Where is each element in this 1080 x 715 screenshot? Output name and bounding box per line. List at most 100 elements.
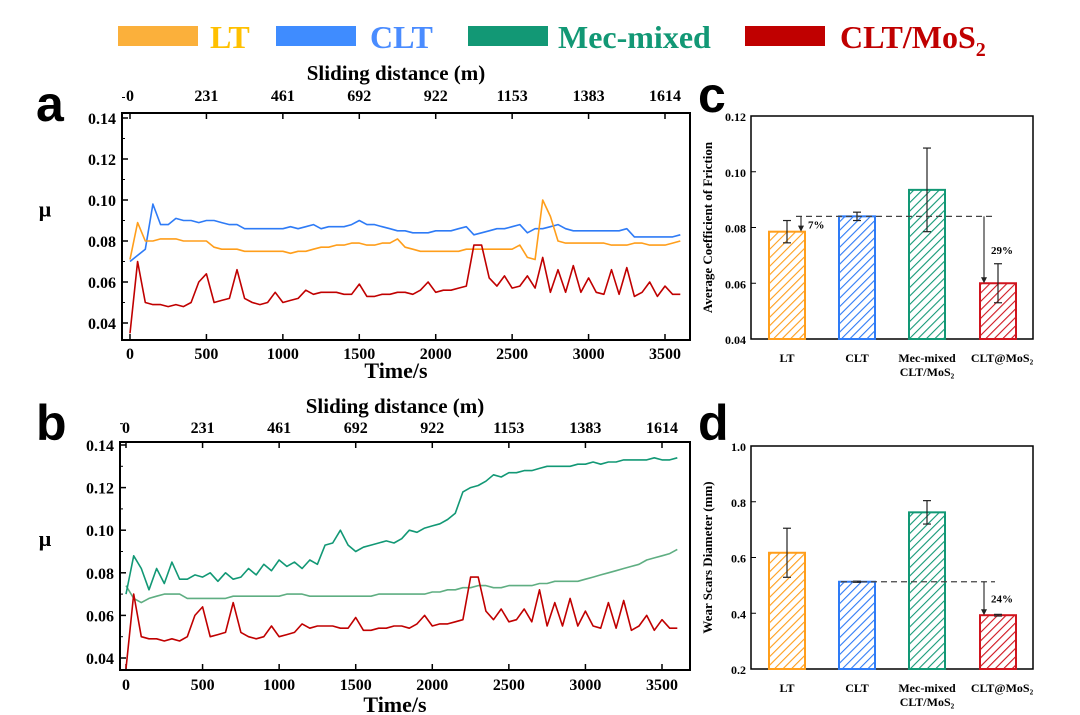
legend-label-3: CLT/MoS2 — [840, 19, 986, 61]
y-tick-label: 0.12 — [86, 481, 114, 498]
legend-swatch-2 — [468, 26, 548, 46]
category-label: CLT/MoS₂ — [900, 365, 955, 379]
category-label: CLT@MoS₂ — [971, 681, 1034, 695]
top-axis-label: Sliding distance (m) — [306, 394, 485, 418]
y-tick-label: 0.06 — [86, 608, 114, 625]
category-label: Mec-mixed — [898, 351, 956, 365]
category-label: CLT — [845, 351, 869, 365]
bar-1 — [838, 580, 876, 670]
top-tick-label: 0 — [126, 88, 134, 105]
panel-d-wear-scar-bars: 0.2 0.4 0.6 0.8 1.0 Wear Scars Diameter (mm) L… — [700, 440, 1034, 709]
top-tick-label: 1153 — [493, 420, 524, 437]
top-tick-label: 1153 — [497, 88, 528, 105]
x-axis-label: Time/s — [363, 692, 427, 715]
top-tick-label: 1383 — [573, 88, 605, 105]
legend-label-text: CLT — [370, 19, 433, 55]
y-tick-label: 0.08 — [725, 222, 746, 236]
series-line-clt-mos2 — [125, 576, 678, 669]
panel-letter-d: d — [698, 395, 729, 451]
top-tick-label: 231 — [194, 88, 218, 105]
x-tick-label: 2500 — [496, 346, 528, 363]
x-tick-label: 1500 — [343, 346, 375, 363]
y-axis-label: μ — [39, 526, 52, 551]
category-label: LT — [780, 351, 795, 365]
y-axis-label: Wear Scars Diameter (mm) — [700, 481, 715, 633]
legend-label-text: Mec-mixed — [558, 19, 711, 55]
bar-1 — [838, 215, 876, 341]
category-label: Mec-mixed — [898, 681, 956, 695]
top-tick-label: 1383 — [569, 420, 601, 437]
y-tick-label: 0.10 — [88, 193, 116, 210]
panel-a-friction-curves: 0 500 1000 1500 2000 2500 3000 3500 0 231 461 692 92… — [39, 61, 691, 383]
top-tick-label: 461 — [267, 420, 291, 437]
top-tick-label: 0 — [122, 420, 130, 437]
y-tick-label: 0.04 — [88, 316, 116, 333]
category-label: CLT — [845, 681, 869, 695]
y-tick-label: 0.06 — [88, 275, 116, 292]
top-tick-label: 1614 — [646, 420, 678, 437]
y-tick-label: 0.12 — [725, 110, 746, 124]
reduction-percent-label: 29% — [991, 245, 1013, 257]
legend-label-text: LT — [210, 19, 250, 55]
y-tick-label: 0.04 — [725, 333, 746, 347]
category-label: CLT@MoS₂ — [971, 351, 1034, 365]
reduction-percent-label: 7% — [808, 219, 825, 231]
bar-2 — [908, 511, 946, 671]
legend-label-2: Mec-mixed — [558, 19, 711, 55]
y-tick-label: 0.14 — [86, 438, 114, 455]
x-tick-label: 1000 — [267, 346, 299, 363]
x-tick-label: 1500 — [340, 677, 372, 694]
x-tick-label: 0 — [122, 677, 130, 694]
y-tick-label: 0.10 — [725, 166, 746, 180]
x-tick-label: 3500 — [649, 346, 681, 363]
y-tick-label: 0.8 — [731, 496, 746, 510]
bar-3 — [979, 614, 1017, 670]
x-tick-label: 3000 — [569, 677, 601, 694]
top-axis-label: Sliding distance (m) — [307, 61, 486, 85]
category-label: LT — [780, 681, 795, 695]
legend-label-1: CLT — [370, 19, 433, 55]
arrow-head-icon — [798, 225, 804, 232]
y-tick-label: 0.6 — [731, 552, 746, 566]
y-tick-label: 0.04 — [86, 651, 114, 668]
reduction-percent-label: 24% — [991, 593, 1013, 605]
top-tick-label: 231 — [191, 420, 215, 437]
x-tick-label: 3500 — [646, 677, 678, 694]
x-axis-label: Time/s — [364, 358, 428, 383]
y-tick-label: 1.0 — [731, 440, 746, 454]
y-tick-label: 0.2 — [731, 663, 746, 677]
y-tick-label: 0.08 — [86, 566, 114, 583]
y-axis-label: μ — [39, 197, 52, 222]
panel-letter-b: b — [36, 395, 67, 451]
x-tick-label: 3000 — [573, 346, 605, 363]
panel-letter-a: a — [36, 76, 65, 132]
legend-swatch-1 — [276, 26, 356, 46]
legend-label-0: LT — [210, 19, 250, 55]
x-tick-label: 1000 — [263, 677, 295, 694]
series-line-unlabeled-0 — [125, 548, 678, 604]
panel-b-friction-curves: 0 500 1000 1500 2000 2500 3000 3500 0 231 461 692 92… — [39, 394, 691, 715]
panel-letter-c: c — [698, 67, 726, 123]
series-line-clt — [129, 203, 681, 263]
y-tick-label: 0.12 — [88, 152, 116, 169]
legend-label-subscript: 2 — [976, 39, 986, 61]
top-tick-label: 922 — [424, 88, 448, 105]
top-tick-label: 1614 — [649, 88, 681, 105]
top-tick-label: 692 — [347, 88, 371, 105]
x-tick-label: 2000 — [420, 346, 452, 363]
y-tick-label: 0.06 — [725, 277, 746, 291]
y-axis-label: Average Coefficient of Friction — [700, 141, 715, 313]
top-tick-label: 922 — [420, 420, 444, 437]
series-line-lt — [129, 199, 681, 261]
bar-0 — [768, 230, 806, 340]
plot-frame — [119, 441, 691, 671]
y-tick-label: 0.08 — [88, 234, 116, 251]
top-tick-label: 461 — [271, 88, 295, 105]
x-tick-label: 500 — [194, 346, 218, 363]
y-tick-label: 0.10 — [86, 523, 114, 540]
panel-c-avg-friction-bars: 0.04 0.06 0.08 0.10 0.12 Average Coefficient … — [700, 110, 1034, 379]
series-line-mec-mixed — [125, 456, 678, 595]
x-tick-label: 0 — [126, 346, 134, 363]
top-tick-label: 692 — [344, 420, 368, 437]
